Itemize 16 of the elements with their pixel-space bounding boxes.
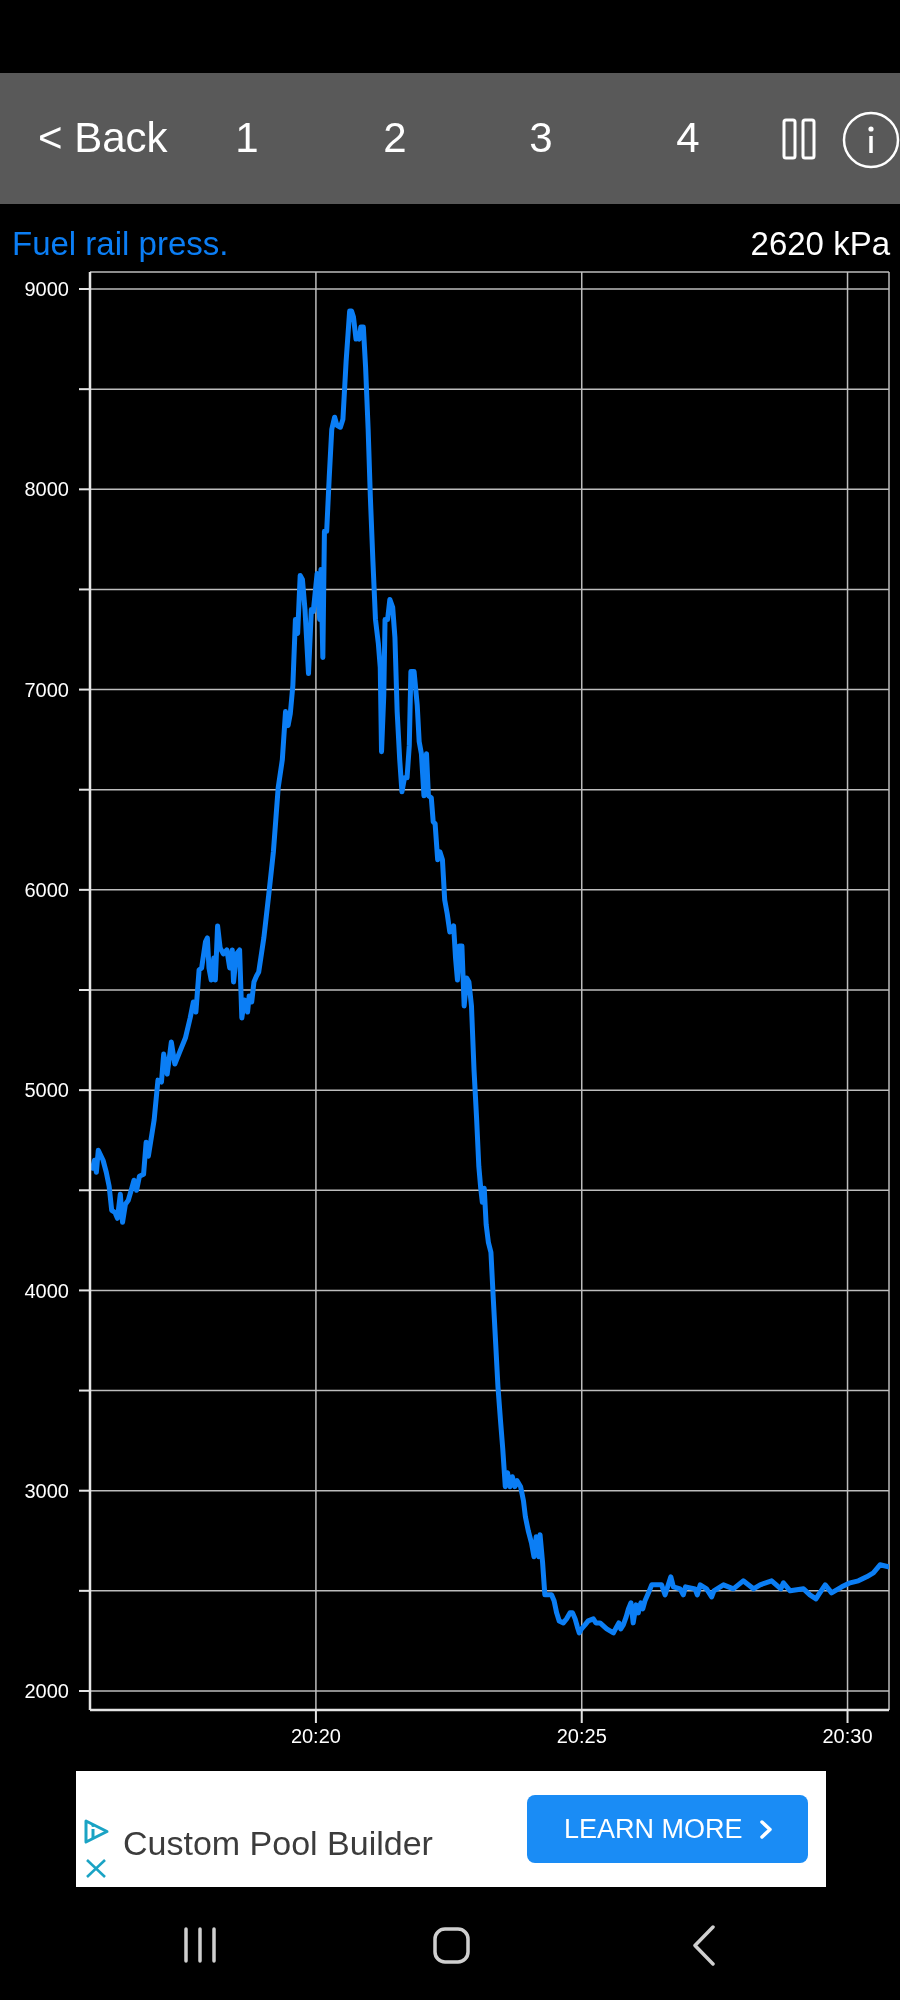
y-tick-label: 9000 — [24, 278, 69, 301]
ad-banner: Custom Pool Builder LEARN MORE — [76, 1771, 826, 1887]
y-tick-label: 5000 — [24, 1079, 69, 1102]
tab-bar: < Back 1 2 3 4 — [0, 73, 900, 204]
x-tick-label: 20:30 — [822, 1725, 873, 1748]
y-tick-label: 6000 — [24, 878, 69, 901]
chart-title: Fuel rail press. — [12, 224, 229, 264]
text: 2620 kPa — [750, 224, 890, 264]
y-tick-label: 7000 — [24, 678, 69, 701]
x-tick-label: 20:25 — [556, 1725, 607, 1748]
y-tick-label: 3000 — [24, 1479, 69, 1502]
y-tick-label: 2000 — [24, 1680, 69, 1703]
y-tick-label: 8000 — [24, 478, 69, 501]
y-tick-label: 4000 — [24, 1279, 69, 1302]
x-tick-label: 20:20 — [290, 1725, 341, 1748]
learn-more-button: LEARN MORE — [527, 1795, 808, 1863]
